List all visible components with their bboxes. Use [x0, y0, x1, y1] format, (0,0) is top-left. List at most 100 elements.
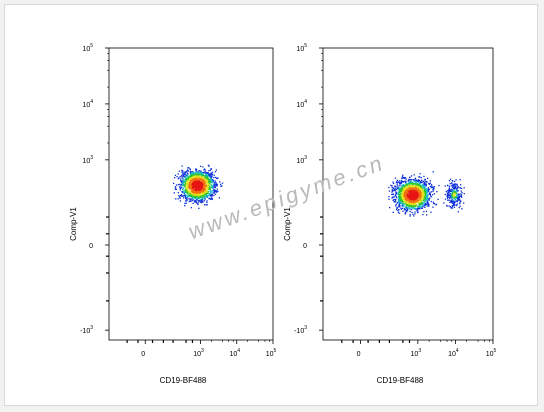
event-dot	[443, 202, 445, 204]
event-dot	[420, 182, 422, 184]
y-tick-label: -103	[294, 325, 307, 335]
event-dot	[421, 207, 423, 210]
event-dot	[450, 207, 453, 209]
event-dot	[449, 197, 451, 200]
event-dot	[201, 188, 203, 190]
event-dot	[426, 199, 428, 201]
event-dot	[189, 176, 191, 178]
event-dot	[189, 169, 192, 171]
event-dot	[423, 211, 425, 213]
event-dot	[419, 180, 421, 182]
event-dot	[448, 187, 450, 189]
event-dot	[394, 185, 396, 187]
event-dot	[412, 207, 414, 209]
event-dot	[420, 201, 422, 203]
event-dot	[421, 194, 423, 196]
event-dot	[184, 205, 186, 207]
event-dot	[205, 175, 207, 177]
event-dot	[186, 198, 188, 200]
event-dot	[194, 194, 197, 196]
event-dot	[184, 176, 186, 178]
event-dot	[181, 194, 183, 197]
event-dot	[416, 193, 419, 195]
event-dot	[185, 200, 187, 202]
event-dot	[456, 197, 458, 199]
x-tick-label: 104	[229, 348, 240, 358]
event-dot	[199, 171, 201, 174]
event-dot	[456, 194, 458, 196]
event-dot	[212, 192, 214, 194]
event-dot	[451, 194, 453, 196]
event-dot	[192, 176, 195, 179]
event-dot	[214, 171, 217, 173]
event-dot	[448, 180, 451, 182]
event-dot	[195, 169, 197, 171]
event-dot	[449, 185, 451, 187]
event-dot	[457, 196, 459, 198]
event-dot	[414, 196, 416, 198]
event-dot	[429, 185, 432, 187]
event-dot	[410, 194, 412, 196]
event-dot	[416, 194, 419, 196]
event-dot	[189, 199, 191, 201]
event-dot	[214, 189, 216, 191]
event-dot	[400, 196, 402, 198]
event-dot	[402, 190, 404, 193]
event-dot	[420, 181, 422, 183]
event-dot	[397, 209, 399, 212]
event-dot	[186, 183, 188, 185]
event-dot	[452, 190, 454, 192]
event-dot	[429, 180, 431, 182]
event-dot	[197, 176, 199, 178]
event-dot	[448, 191, 451, 193]
event-dot	[209, 194, 211, 197]
event-dot	[215, 185, 217, 187]
event-dot	[209, 174, 212, 177]
event-dot	[420, 186, 422, 188]
event-dot	[404, 213, 407, 215]
event-dot	[185, 171, 187, 173]
event-dot	[409, 202, 411, 205]
event-dot	[202, 187, 204, 189]
event-dot	[425, 189, 427, 192]
event-dot	[395, 205, 397, 207]
event-dot	[200, 198, 202, 200]
event-dot	[404, 188, 406, 190]
event-dot	[206, 182, 208, 184]
event-dot	[397, 191, 399, 193]
event-dot	[204, 190, 206, 192]
event-dot	[432, 206, 434, 208]
event-dot	[198, 192, 201, 194]
event-dot	[433, 187, 435, 189]
event-dot	[452, 193, 454, 195]
event-dot	[424, 206, 426, 208]
event-dot	[211, 171, 214, 173]
event-dot	[187, 173, 189, 175]
event-dot	[191, 194, 193, 197]
event-dot	[452, 204, 454, 207]
event-dot	[449, 178, 452, 180]
event-dot	[452, 195, 454, 197]
event-dot	[191, 176, 193, 178]
event-dot	[451, 183, 453, 185]
event-dot	[187, 167, 189, 169]
event-dot	[204, 172, 207, 174]
event-dot	[197, 191, 200, 193]
event-dot	[400, 187, 402, 189]
event-dot	[197, 203, 199, 205]
event-dot	[450, 190, 453, 193]
event-dot	[426, 201, 428, 203]
event-dot	[206, 172, 208, 174]
event-dot	[394, 190, 397, 192]
event-dot	[447, 185, 449, 187]
event-dot	[190, 172, 193, 174]
event-dot	[210, 172, 212, 174]
event-dot	[431, 194, 434, 196]
event-dot	[184, 179, 186, 181]
event-dot	[454, 198, 456, 200]
event-dot	[184, 196, 187, 198]
event-dot	[213, 182, 215, 184]
event-dot	[202, 175, 204, 177]
event-dot	[187, 187, 189, 189]
event-dot	[423, 189, 425, 191]
